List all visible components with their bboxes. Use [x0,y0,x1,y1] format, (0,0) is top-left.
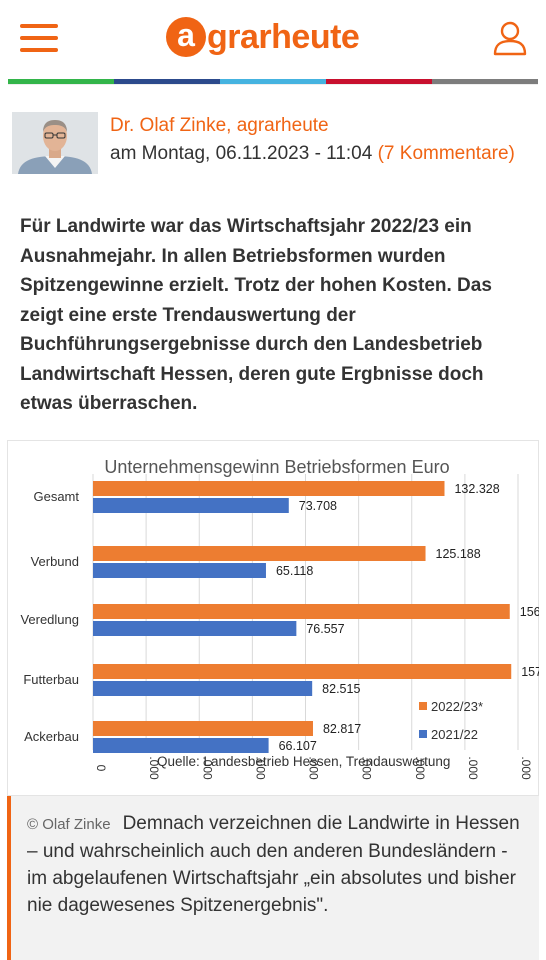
bar-value-label: 65.118 [276,564,313,578]
bar-2021-22 [93,498,289,513]
bar-value-label: 132.328 [454,482,499,496]
color-segment [220,79,326,84]
site-header: a grarheute [0,0,546,80]
logo-initial: a [166,17,206,57]
image-caption: © Olaf Zinke Demnach verzeichnen die Land… [7,796,539,960]
color-segment [432,79,538,84]
legend-swatch [419,702,427,710]
y-category-label: Futterbau [23,672,79,687]
author-name[interactable]: Dr. Olaf Zinke, agrarheute [110,115,329,136]
y-category-label: Veredlung [20,612,79,627]
x-tick-label: .000 [147,756,161,780]
site-logo[interactable]: a grarheute [166,12,360,62]
legend-label: 2022/23* [431,699,483,714]
bar-chart: 0 .000 .000 .000 .000 .000 .000 .000 .000 Unterne… [7,440,539,796]
x-tick-label: .000 [519,756,533,780]
hamburger-icon[interactable] [20,22,58,54]
caption-text: Demnach verzeichnen die Landwirte in Hes… [27,813,520,916]
bar-value-label: 76.557 [306,622,344,636]
y-category-label: Verbund [31,554,79,569]
bar-value-label: 157.452 [521,665,539,679]
image-credit: © Olaf Zinke [27,816,111,833]
y-category-label: Gesamt [33,489,79,504]
bar-2022-23 [93,664,512,679]
bar-2022-23 [93,604,510,619]
color-segment [326,79,432,84]
x-tick-label: .000 [466,756,480,780]
comments-link[interactable]: (7 Kommentare) [377,143,515,164]
bar-value-label: 66.107 [279,739,317,753]
x-tick-label: .000 [253,756,267,780]
chart-image: 0 .000 .000 .000 .000 .000 .000 .000 .000 Unterne… [7,440,539,796]
bar-2021-22 [93,563,266,578]
x-tick-label: .000 [360,756,374,780]
article-date: am Montag, 06.11.2023 - 11:04 (7 Komment… [110,141,530,167]
bar-2021-22 [93,621,297,636]
color-segment [114,79,220,84]
user-icon[interactable] [492,20,528,56]
bar-2022-23 [93,546,426,561]
bar-value-label: 73.708 [299,499,337,513]
chart-source: Quelle: Landesbetrieb Hessen, Trendauswe… [157,754,450,769]
bar-2022-23 [93,721,313,736]
article-date-text: am Montag, 06.11.2023 - 11:04 [110,143,373,164]
x-tick-label: 0 [94,765,108,772]
bar-value-label: 82.817 [323,722,361,736]
legend-label: 2021/22 [431,727,478,742]
bar-2021-22 [93,738,269,753]
divider [8,84,538,85]
logo-text: grarheute [207,17,360,56]
section-color-bar [8,79,538,84]
bar-2022-23 [93,481,445,496]
bar-value-label: 125.188 [436,547,481,561]
caption-text-block: © Olaf Zinke Demnach verzeichnen die Land… [27,810,527,919]
x-tick-label: .000 [413,756,427,780]
bar-2021-22 [93,681,313,696]
x-tick-label: .000 [307,756,321,780]
x-tick-label: .000 [200,756,214,780]
article-lead: Für Landwirte war das Wirtschaftsjahr 20… [20,216,492,414]
author-photo [12,112,98,174]
chart-frame [7,440,539,796]
color-segment [8,79,114,84]
bar-value-label: 156.899 [520,605,539,619]
chart-title: Unternehmensgewinn Betriebsformen Euro [104,457,449,477]
y-category-label: Ackerbau [24,729,79,744]
bar-value-label: 82.515 [322,682,360,696]
legend-swatch [419,730,427,738]
